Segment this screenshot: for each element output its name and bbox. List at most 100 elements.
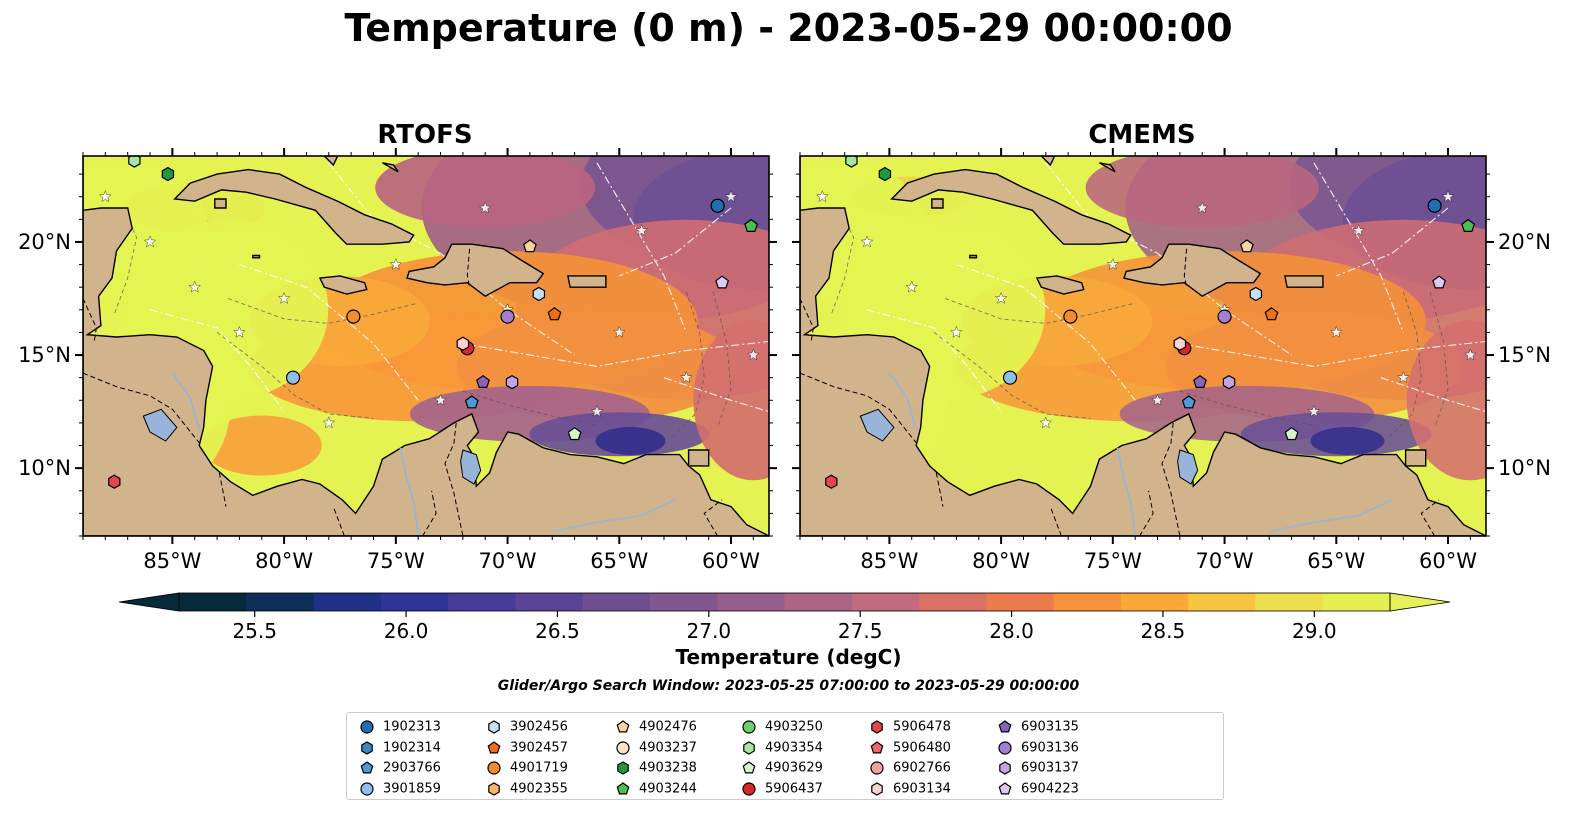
eez-boundaries (866, 162, 1486, 413)
float-marker-3901859 (1002, 370, 1018, 385)
legend-marker-6903135 (998, 720, 1012, 733)
lon-tick-label: 85°W (860, 549, 918, 573)
colorbar-tick-label: 27.0 (687, 619, 732, 643)
station-markers (98, 190, 760, 429)
legend-label: 6903134 (893, 781, 951, 797)
legend-label: 3902457 (510, 740, 568, 756)
legend-marker-2903766 (360, 761, 374, 774)
legend-label: 4903250 (765, 719, 823, 735)
panel-title-cmems: CMEMS (1088, 120, 1196, 150)
hexagon-icon (361, 741, 373, 755)
legend-item: 4903250 (741, 719, 823, 735)
float-marker-4903629 (1284, 426, 1299, 441)
circle-icon (742, 782, 756, 796)
float-marker-3902457 (1264, 307, 1279, 321)
legend-item: 3902456 (486, 719, 568, 735)
country-borders (800, 248, 1440, 536)
legend-item: 6904223 (997, 781, 1079, 797)
float-marker-2903766 (464, 395, 479, 409)
hexagon-icon (617, 761, 629, 775)
legend-label: 1902314 (383, 740, 441, 756)
pentagon-icon (360, 761, 374, 774)
legend-label: 1902313 (383, 719, 441, 735)
legend-label: 6903135 (1021, 719, 1079, 735)
map-panel-cmems: 85°W 80°W 75°W 70°W 65°W 60°W 10°N 15°N 20°N (792, 148, 1551, 573)
legend-item: 5906480 (869, 740, 951, 756)
lon-tick-label: 70°W (479, 549, 537, 573)
lon-tick-label: 80°W (972, 549, 1030, 573)
float-marker-4903354 (128, 156, 141, 168)
float-marker-4903629 (567, 426, 582, 441)
colorbar-extend-low (118, 592, 180, 612)
legend-item: 5906437 (741, 781, 823, 797)
map-frame (799, 155, 1487, 537)
legend-marker-6902766 (870, 761, 884, 775)
legend-marker-5906437 (742, 782, 756, 796)
float-marker-4903354 (845, 156, 858, 168)
eez-boundaries (149, 162, 769, 413)
float-marker-6903134 (1173, 336, 1187, 351)
colorbar-segment (1322, 593, 1391, 611)
colorbar-tick-label: 25.5 (232, 619, 277, 643)
legend-label: 6902766 (893, 760, 951, 776)
legend-label: 6903136 (1021, 740, 1079, 756)
lat-tick-label: 15°N (1498, 343, 1551, 367)
legend-item: 3901859 (359, 781, 441, 797)
legend-label: 4903354 (765, 740, 823, 756)
circle-icon (360, 720, 374, 734)
colorbar: 25.5 26.0 26.5 27.0 27.5 28.0 28.5 29.0 (118, 592, 1451, 643)
legend-marker-4903244 (616, 782, 630, 795)
float-marker-4903244 (1461, 218, 1476, 232)
legend-item: 4902355 (486, 781, 568, 797)
lon-tick-label: 70°W (1196, 549, 1254, 573)
legend-label: 4901719 (510, 760, 568, 776)
land-masses (83, 156, 769, 536)
colorbar-tick-label: 26.0 (384, 619, 429, 643)
colorbar-segment (179, 593, 247, 611)
legend-item: 5906478 (869, 719, 951, 735)
figure-title: Temperature (0 m) - 2023-05-29 00:00:00 (344, 6, 1233, 50)
float-marker-5906478 (825, 474, 838, 489)
colorbar-segment (851, 593, 920, 611)
lat-tick-label: 15°N (18, 343, 71, 367)
legend-label: 2903766 (383, 760, 441, 776)
circle-icon (870, 761, 884, 775)
lat-tick-label: 20°N (1498, 230, 1551, 254)
legend-item: 4903244 (615, 781, 697, 797)
hexagon-icon (488, 782, 500, 796)
legend-label: 5906478 (893, 719, 951, 735)
hexagon-icon (871, 782, 883, 796)
colorbar-segment (380, 593, 449, 611)
float-marker-4902476 (1239, 239, 1254, 253)
legend-item: 4903629 (741, 760, 823, 776)
legend-item: 4903238 (615, 760, 697, 776)
float-marker-1902313 (710, 198, 725, 213)
float-marker-6904223 (1432, 275, 1447, 289)
legend-marker-4903238 (617, 761, 629, 775)
lat-tick-label: 10°N (1498, 456, 1551, 480)
circle-icon (742, 720, 756, 734)
colorbar-segment (448, 593, 516, 611)
lat-tick-label: 20°N (18, 230, 71, 254)
float-marker-6903136 (1217, 309, 1232, 324)
pentagon-icon (870, 741, 884, 754)
legend-item: 4902476 (615, 719, 697, 735)
lon-tick-label: 60°W (702, 549, 760, 573)
lat-tick-label: 10°N (18, 456, 71, 480)
colorbar-tick-label: 28.0 (989, 619, 1034, 643)
colorbar-tick-label: 26.5 (535, 619, 580, 643)
float-marker-6903134 (456, 336, 470, 351)
legend-item: 6903135 (997, 719, 1079, 735)
legend-item: 4901719 (486, 760, 568, 776)
float-marker-6904223 (715, 275, 730, 289)
colorbar-extend-high (1389, 592, 1451, 612)
float-markers (108, 156, 759, 489)
pentagon-icon (742, 761, 756, 774)
float-marker-5906478 (108, 474, 121, 489)
pentagon-icon (487, 741, 501, 754)
legend-marker-6903136 (998, 741, 1012, 755)
map-frame (82, 155, 770, 537)
circle-icon (616, 741, 630, 755)
circle-icon (998, 741, 1012, 755)
